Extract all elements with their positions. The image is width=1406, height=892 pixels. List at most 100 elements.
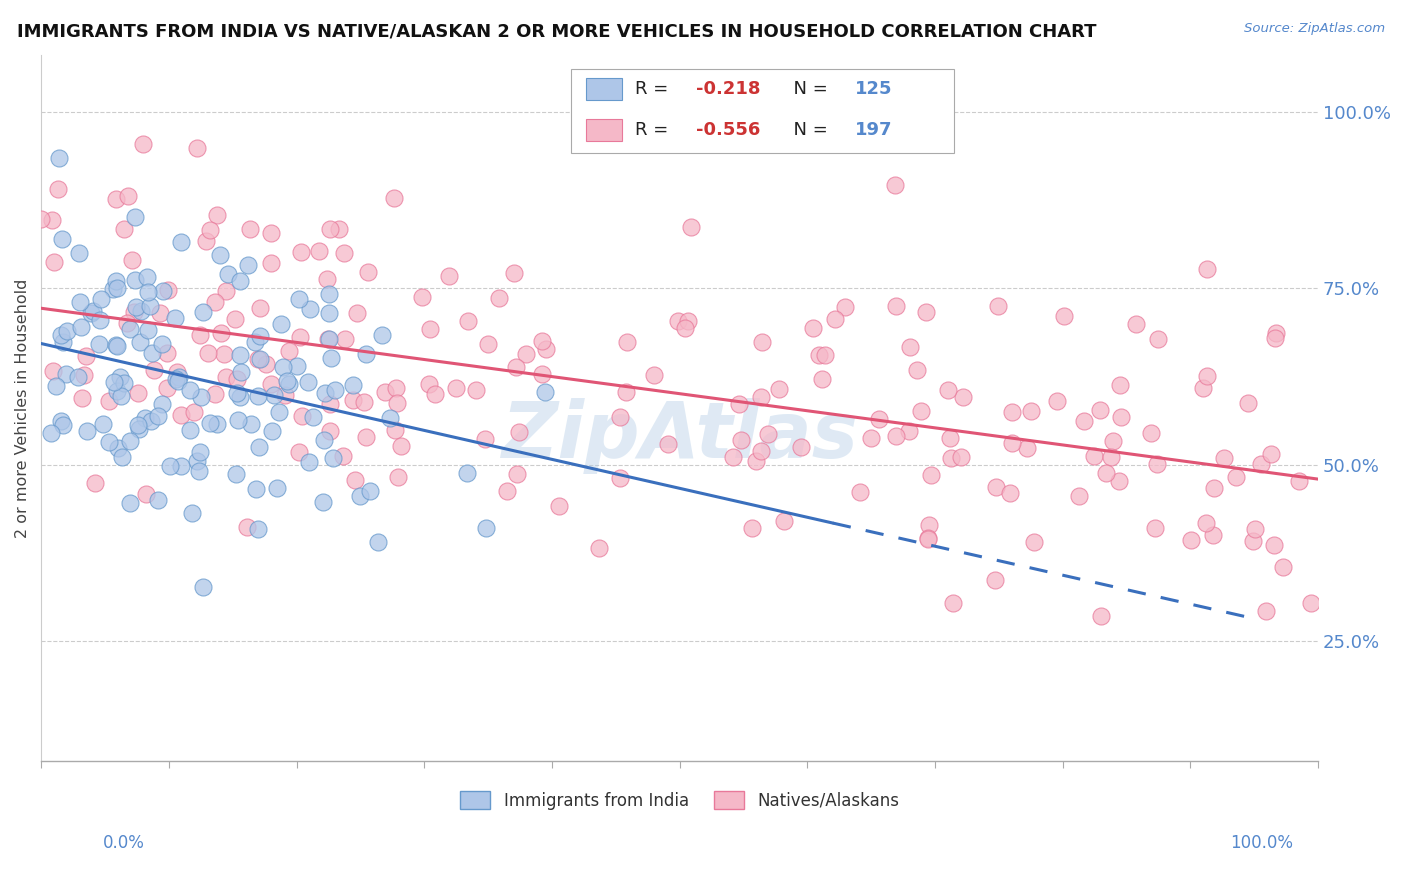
Point — [1204, 481, 1226, 495]
Point — [1090, 609, 1112, 624]
Point — [149, 306, 172, 320]
Point — [884, 178, 907, 193]
Point — [239, 417, 262, 431]
Point — [90, 293, 112, 307]
Point — [898, 341, 921, 355]
Point — [271, 359, 294, 374]
Point — [156, 381, 179, 395]
Point — [229, 365, 252, 379]
Point — [129, 303, 152, 318]
Point — [124, 300, 146, 314]
Point — [112, 376, 135, 391]
Point — [209, 326, 232, 341]
Point — [121, 252, 143, 267]
Point — [1254, 604, 1277, 618]
Point — [1021, 404, 1043, 418]
Point — [120, 322, 142, 336]
Text: 100.0%: 100.0% — [1230, 834, 1294, 852]
Text: R =: R = — [636, 80, 673, 98]
Point — [824, 312, 846, 326]
Point — [1108, 377, 1130, 392]
Point — [276, 374, 298, 388]
Point — [801, 321, 824, 335]
Point — [474, 521, 496, 535]
Point — [236, 258, 259, 272]
Point — [302, 409, 325, 424]
Point — [986, 480, 1008, 494]
Point — [124, 211, 146, 225]
Point — [359, 483, 381, 498]
Point — [643, 368, 665, 383]
Point — [505, 360, 527, 375]
Point — [384, 423, 406, 437]
Point — [217, 267, 239, 281]
Point — [139, 299, 162, 313]
Point — [180, 506, 202, 520]
Point — [318, 332, 340, 346]
Legend: Immigrants from India, Natives/Alaskans: Immigrants from India, Natives/Alaskans — [454, 784, 905, 816]
Point — [260, 425, 283, 439]
Point — [101, 282, 124, 296]
Point — [311, 495, 333, 509]
Point — [318, 286, 340, 301]
Point — [609, 410, 631, 425]
Point — [108, 370, 131, 384]
Point — [1125, 317, 1147, 331]
Point — [197, 346, 219, 360]
Point — [668, 314, 690, 328]
Point — [1264, 331, 1286, 345]
Point — [728, 397, 751, 411]
Point — [117, 189, 139, 203]
Point — [1241, 534, 1264, 549]
Point — [1260, 447, 1282, 461]
Point — [834, 300, 856, 314]
Point — [127, 417, 149, 432]
Point — [942, 596, 965, 610]
Point — [1146, 458, 1168, 472]
Point — [186, 141, 208, 155]
Point — [534, 385, 557, 400]
Point — [983, 573, 1005, 587]
Point — [118, 496, 141, 510]
Point — [188, 464, 211, 478]
Point — [323, 383, 346, 397]
Point — [387, 396, 409, 410]
Text: N =: N = — [782, 121, 834, 139]
Point — [117, 316, 139, 330]
Point — [1046, 393, 1069, 408]
Point — [212, 347, 235, 361]
Point — [1140, 425, 1163, 440]
Point — [297, 375, 319, 389]
Point — [226, 372, 249, 386]
Point — [918, 518, 941, 533]
Point — [314, 386, 336, 401]
Point — [860, 431, 883, 445]
Point — [249, 301, 271, 315]
Point — [939, 431, 962, 445]
Point — [104, 192, 127, 206]
Point — [530, 334, 553, 348]
Point — [316, 332, 339, 346]
Point — [66, 370, 89, 384]
Point — [239, 221, 262, 235]
Point — [128, 421, 150, 435]
Point — [308, 244, 330, 258]
Point — [41, 213, 63, 227]
Point — [1053, 309, 1076, 323]
Text: -0.218: -0.218 — [696, 80, 761, 98]
Point — [51, 414, 73, 428]
Point — [343, 473, 366, 487]
Point — [105, 384, 128, 398]
Point — [190, 390, 212, 404]
Point — [1197, 368, 1219, 383]
Point — [437, 268, 460, 283]
Point — [229, 348, 252, 362]
Point — [730, 433, 752, 447]
Point — [950, 450, 973, 464]
Point — [260, 227, 283, 241]
Point — [749, 390, 772, 404]
Point — [905, 362, 928, 376]
Point — [614, 384, 637, 399]
Point — [319, 397, 342, 411]
Point — [910, 403, 932, 417]
